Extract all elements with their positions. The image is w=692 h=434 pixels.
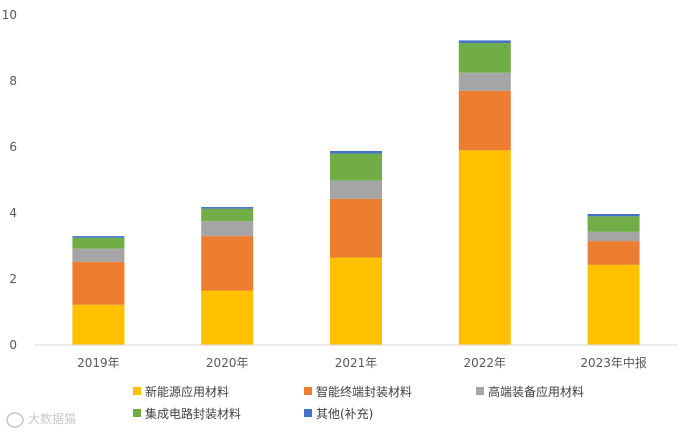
x-tick-label: 2019年 [77, 356, 120, 370]
bar-segment [458, 40, 511, 44]
bar-segment [330, 150, 382, 154]
bar-segment [587, 231, 640, 242]
bar-segment [72, 261, 125, 305]
y-tick-label: 4 [9, 206, 17, 220]
bar-segment [201, 221, 254, 237]
legend-swatch [133, 409, 141, 417]
bar-segment [587, 264, 640, 345]
weibo-like-icon [6, 411, 24, 428]
y-tick-label: 6 [9, 140, 17, 154]
y-tick-label: 8 [9, 74, 17, 88]
legend-label: 智能终端封装材料 [316, 384, 412, 399]
x-axis-ticks: 2019年 2020年 2021年 2022年 2023年中报 [77, 355, 647, 370]
legend-swatch [304, 409, 312, 417]
legend-label: 其他(补充) [316, 406, 373, 421]
bar-segment [72, 236, 125, 238]
legend-label: 新能源应用材料 [145, 384, 229, 399]
bar-segment [458, 150, 511, 345]
legend-label: 高端装备应用材料 [488, 384, 584, 399]
bar-segment [330, 198, 382, 258]
bar-segment [587, 241, 640, 265]
bar-segment [201, 290, 254, 345]
bar-segment [201, 208, 254, 222]
bar-segment [72, 304, 125, 345]
bar-segment [330, 180, 382, 199]
bar-segment [458, 43, 511, 73]
x-tick-label: 2023年中报 [580, 355, 647, 370]
x-tick-label: 2022年 [464, 356, 507, 370]
bars [72, 40, 640, 345]
bar-segment [587, 213, 640, 217]
legend-swatch [304, 387, 312, 395]
y-tick-label: 10 [2, 8, 17, 22]
y-tick-label: 2 [9, 272, 17, 286]
bar-segment [201, 236, 254, 291]
bar-segment [201, 207, 254, 209]
y-axis-ticks: 0 2 4 6 8 10 [2, 8, 17, 352]
bar-segment [72, 248, 125, 262]
bar-segment [330, 257, 382, 345]
watermark: 大数据猫 [6, 410, 76, 428]
legend-swatch [476, 387, 484, 395]
bar-segment [458, 72, 511, 91]
bar-segment [72, 237, 125, 249]
watermark-text: 大数据猫 [28, 412, 77, 426]
x-tick-label: 2021年 [335, 356, 378, 370]
bar-segment [458, 90, 511, 151]
x-tick-label: 2020年 [206, 356, 249, 370]
bar-segment [330, 153, 382, 181]
legend-swatch [133, 387, 141, 395]
bar-segment [587, 216, 640, 232]
legend-label: 集成电路封装材料 [145, 406, 241, 421]
y-tick-label: 0 [9, 338, 17, 352]
